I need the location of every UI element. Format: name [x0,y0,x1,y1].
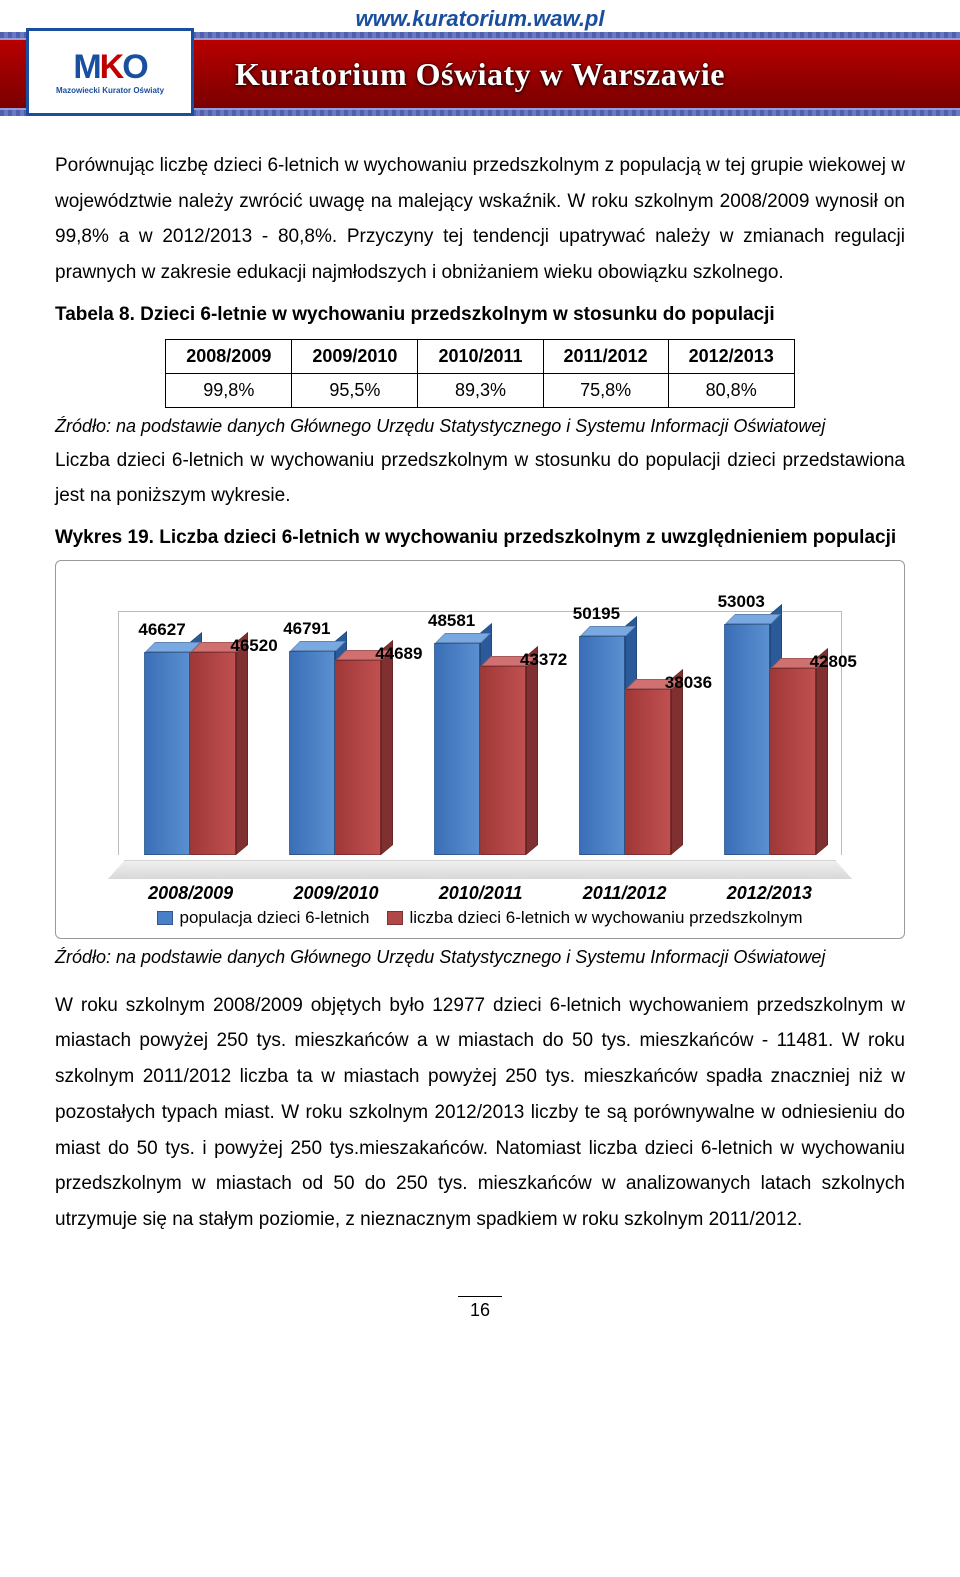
bar-group: 4662746520 [144,652,236,855]
header-banner: www.kuratorium.waw.pl MKO Mazowiecki Kur… [0,0,960,130]
bar-chart: 4662746520467914468948581433725019538036… [55,560,905,939]
bar-value-label: 42805 [810,652,857,672]
bar-value-label: 38036 [665,673,712,693]
paragraph-3: W roku szkolnym 2008/2009 objętych było … [55,988,905,1238]
x-axis-label: 2011/2012 [583,883,667,904]
bar-group: 5300342805 [724,624,816,855]
data-table: 2008/2009 2009/2010 2010/2011 2011/2012 … [165,339,794,408]
page-number: 16 [458,1296,502,1321]
bar-enrolled: 42805 [770,668,816,855]
legend-item-blue: populacja dzieci 6-letnich [157,908,369,928]
legend-label-blue: populacja dzieci 6-letnich [179,908,369,928]
bar-value-label: 46791 [283,619,330,639]
bar-population: 46791 [289,651,335,855]
chart-floor [108,860,852,879]
chart-legend: populacja dzieci 6-letnich liczba dzieci… [78,908,882,928]
bar-value-label: 48581 [428,611,475,631]
td-2: 89,3% [418,373,543,407]
td-3: 75,8% [543,373,668,407]
chart-source: Źródło: na podstawie danych Głównego Urz… [55,947,905,968]
bar-population: 48581 [434,643,480,855]
th-2: 2010/2011 [418,339,543,373]
table-row: 99,8% 95,5% 89,3% 75,8% 80,8% [166,373,794,407]
x-axis-label: 2010/2011 [439,883,523,904]
th-3: 2011/2012 [543,339,668,373]
bar-population: 53003 [724,624,770,855]
header-url: www.kuratorium.waw.pl [356,6,605,32]
table-header-row: 2008/2009 2009/2010 2010/2011 2011/2012 … [166,339,794,373]
bar-enrolled: 44689 [335,660,381,855]
content: Porównując liczbę dzieci 6-letnich w wyc… [0,130,960,1274]
bar-population: 50195 [579,636,625,855]
bar-enrolled: 43372 [480,666,526,855]
header-title: Kuratorium Oświaty w Warszawie [235,56,725,93]
td-4: 80,8% [668,373,794,407]
paragraph-2: Liczba dzieci 6-letnich w wychowaniu prz… [55,443,905,514]
legend-swatch-blue [157,911,173,925]
page: www.kuratorium.waw.pl MKO Mazowiecki Kur… [0,0,960,1321]
bar-group: 4858143372 [434,643,526,855]
x-axis-label: 2009/2010 [293,883,378,904]
x-axis-label: 2008/2009 [148,883,233,904]
th-1: 2009/2010 [292,339,418,373]
logo-subtitle: Mazowiecki Kurator Oświaty [56,86,164,95]
bar-value-label: 50195 [573,604,620,624]
td-0: 99,8% [166,373,292,407]
logo-acronym: MKO [73,50,146,84]
legend-swatch-red [387,911,403,925]
legend-label-red: liczba dzieci 6-letnich w wychowaniu prz… [409,908,802,928]
bar-group: 5019538036 [579,636,671,855]
th-4: 2012/2013 [668,339,794,373]
table-source: Źródło: na podstawie danych Głównego Urz… [55,416,905,437]
th-0: 2008/2009 [166,339,292,373]
legend-item-red: liczba dzieci 6-letnich w wychowaniu prz… [387,908,802,928]
td-1: 95,5% [292,373,418,407]
chart-x-labels: 2008/2009 2009/2010 2010/2011 2011/2012 2012… [78,879,882,904]
bar-value-label: 53003 [718,592,765,612]
table-caption: Tabela 8. Dzieci 6-letnie w wychowaniu p… [55,297,905,333]
bar-population: 46627 [144,652,190,855]
bar-value-label: 43372 [520,650,567,670]
paragraph-1: Porównując liczbę dzieci 6-letnich w wyc… [55,148,905,291]
bar-value-label: 46520 [230,636,277,656]
bar-enrolled: 38036 [625,689,671,855]
header-logo: MKO Mazowiecki Kurator Oświaty [26,28,194,116]
bar-groups: 4662746520467914468948581433725019538036… [118,611,842,855]
chart-caption: Wykres 19. Liczba dzieci 6-letnich w wyc… [55,520,905,556]
bar-group: 4679144689 [289,651,381,855]
chart-plot-area: 4662746520467914468948581433725019538036… [78,579,882,879]
bar-value-label: 44689 [375,644,422,664]
bar-enrolled: 46520 [190,652,236,855]
bar-value-label: 46627 [138,620,185,640]
x-axis-label: 2012/2013 [727,883,812,904]
